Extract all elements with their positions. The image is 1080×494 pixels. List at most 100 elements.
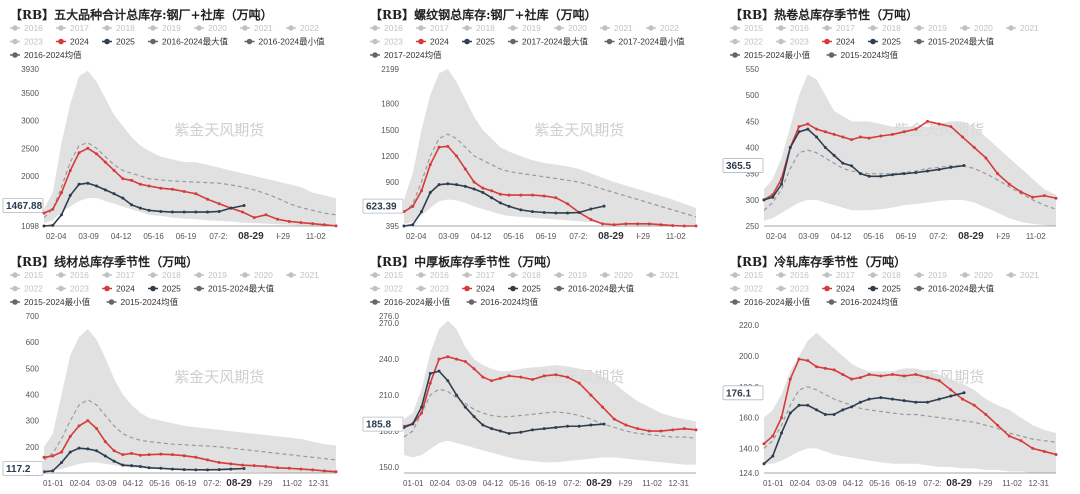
legend-marker (288, 25, 294, 31)
data-point (77, 182, 81, 186)
x-tick-label: 04-12 (831, 232, 852, 241)
data-point (481, 186, 485, 190)
data-point (463, 405, 467, 409)
y-tick-label: 2500 (21, 144, 39, 153)
data-point (481, 423, 485, 427)
data-point (194, 192, 198, 196)
x-tick-label: 08-29 (946, 478, 972, 489)
legend-label: 2015-2024最大值 (928, 37, 995, 47)
legend-marker (372, 272, 378, 278)
legend-item: 2017-2024均值 (370, 50, 442, 60)
legend-item: 2017 (822, 270, 855, 280)
legend-item: 2022 (10, 284, 43, 294)
y-tick-label: 300 (746, 196, 760, 205)
data-point (671, 224, 675, 228)
data-point (287, 219, 291, 223)
chart-panel-6: 【RB】冷轧库存季节性（万吨） 2015 2016 2017 2018 2019 2020… (720, 247, 1080, 494)
legend-label: 2017-2024均值 (384, 50, 442, 60)
data-point (815, 127, 819, 131)
legend-marker (916, 285, 922, 292)
legend-marker (58, 285, 64, 292)
legend-label: 2025 (162, 284, 181, 294)
data-point (463, 167, 467, 171)
y-tick-label: 3500 (21, 89, 39, 98)
legend-label: 2022 (300, 23, 319, 33)
data-point (771, 454, 775, 458)
data-point (850, 138, 854, 142)
legend-label: 2024 (70, 37, 89, 47)
legend-item: 2023 (416, 284, 449, 294)
legend-label: 2021 (300, 270, 319, 280)
data-point (446, 182, 450, 186)
avg-line (403, 133, 697, 218)
data-point (472, 187, 476, 191)
data-point (797, 130, 801, 134)
x-tick-label: 06-19 (896, 479, 917, 488)
data-point (334, 224, 338, 228)
legend-label: 2022 (384, 284, 403, 294)
legend-item: 2019 (194, 270, 227, 280)
data-point (68, 434, 72, 438)
data-point (217, 461, 221, 465)
legend-item: 2022 (370, 284, 403, 294)
y-tick-label: 395 (386, 222, 400, 231)
x-tick-label: 12-31 (1028, 479, 1049, 488)
legend-marker (372, 299, 378, 305)
data-point (659, 429, 663, 433)
legend-marker (828, 52, 835, 58)
legend-item: 2024 (822, 37, 855, 47)
data-point (472, 367, 476, 371)
data-point (762, 198, 766, 202)
data-point (311, 468, 315, 472)
x-tick-label: 11-02 (306, 232, 326, 241)
y-tick-label: 400 (746, 144, 760, 153)
chart-title: 【RB】螺纹钢总库存:钢厂+社库（万吨） (370, 8, 597, 22)
avg-line (763, 149, 1057, 211)
data-point (42, 211, 46, 215)
data-point (411, 223, 415, 227)
legend-item: 2016 (776, 23, 809, 33)
legend-label: 2019 (928, 270, 947, 280)
data-point (428, 372, 432, 376)
legend-item: 2022 (730, 284, 763, 294)
legend-label: 2018 (882, 23, 901, 33)
y-tick-label: 180.0 (379, 427, 400, 436)
x-tick-label: 02-04 (70, 479, 91, 488)
data-point (86, 146, 90, 150)
legend-label: 2015 (744, 23, 763, 33)
data-point (490, 427, 494, 431)
legend-marker (824, 38, 830, 45)
data-point (322, 469, 326, 473)
band-area (764, 74, 1056, 226)
legend-marker (870, 38, 876, 45)
avg-line (43, 399, 337, 461)
data-point (519, 375, 523, 379)
value-callout: 117.2 (2, 461, 44, 476)
legend-marker (104, 272, 110, 278)
y-tick-label: 124.0 (739, 469, 760, 478)
legend-marker (418, 25, 424, 31)
legend-label: 2021 (660, 270, 679, 280)
data-point (996, 423, 1000, 427)
y-tick-label: 2000 (21, 172, 39, 181)
legend-marker (732, 38, 738, 45)
data-point (182, 190, 186, 194)
data-point (420, 210, 424, 214)
legend-item: 2016-2024均值 (466, 297, 539, 307)
legend-item: 2022 (646, 23, 679, 33)
legend-label: 2018 (882, 270, 901, 280)
data-point (490, 189, 494, 193)
x-tick-label: 11-02 (282, 479, 302, 488)
legend-label: 2023 (384, 37, 403, 47)
data-point (577, 211, 581, 215)
data-point (806, 127, 810, 131)
y-tick-label: 500 (746, 91, 760, 100)
data-point (858, 376, 862, 380)
data-point (252, 464, 256, 468)
callout-value: 176.1 (726, 388, 751, 399)
legend-label: 2019 (208, 270, 227, 280)
data-point (823, 413, 827, 417)
data-point (86, 181, 90, 185)
data-point (823, 366, 827, 370)
data-point (797, 357, 801, 361)
